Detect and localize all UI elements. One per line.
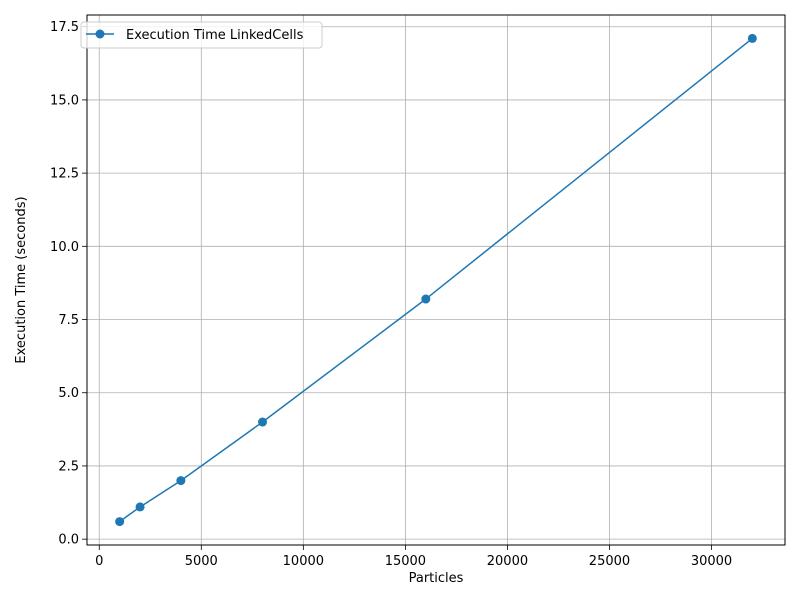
series-line <box>119 37 753 523</box>
y-axis: 0.0 2.5 5.0 7.5 10.0 12.5 15.0 17.5 <box>50 20 87 548</box>
y-tick-label: 2.5 <box>58 459 79 474</box>
data-point <box>176 476 186 486</box>
data-point <box>135 502 145 512</box>
x-tick-label: 10000 <box>283 554 324 569</box>
y-axis-label: Execution Time (seconds) <box>14 196 29 363</box>
data-point <box>258 417 268 427</box>
x-tick-label: 5000 <box>185 554 218 569</box>
y-tick-label: 0.0 <box>58 533 79 548</box>
legend-marker <box>95 29 105 39</box>
x-axis-label: Particles <box>409 571 464 586</box>
data-point <box>115 517 125 527</box>
x-tick-label: 15000 <box>385 554 426 569</box>
x-tick-label: 0 <box>95 554 103 569</box>
x-tick-label: 20000 <box>487 554 528 569</box>
y-tick-label: 7.5 <box>58 313 79 328</box>
y-tick-label: 10.0 <box>50 240 79 255</box>
x-tick-label: 25000 <box>589 554 630 569</box>
x-tick-label: 30000 <box>691 554 732 569</box>
x-axis: 0 5000 10000 15000 20000 25000 30000 <box>95 545 732 569</box>
data-point <box>421 294 431 304</box>
y-tick-label: 17.5 <box>50 20 79 35</box>
plot-frame <box>86 14 786 546</box>
grid <box>87 15 785 545</box>
legend: Execution Time LinkedCells <box>80 21 323 49</box>
y-tick-label: 12.5 <box>50 167 79 182</box>
legend-entry-label: Execution Time LinkedCells <box>126 28 304 43</box>
data-point <box>747 33 757 43</box>
y-tick-label: 15.0 <box>50 93 79 108</box>
y-tick-label: 5.0 <box>58 386 79 401</box>
legend-box <box>80 21 323 49</box>
series-layer <box>115 33 757 527</box>
